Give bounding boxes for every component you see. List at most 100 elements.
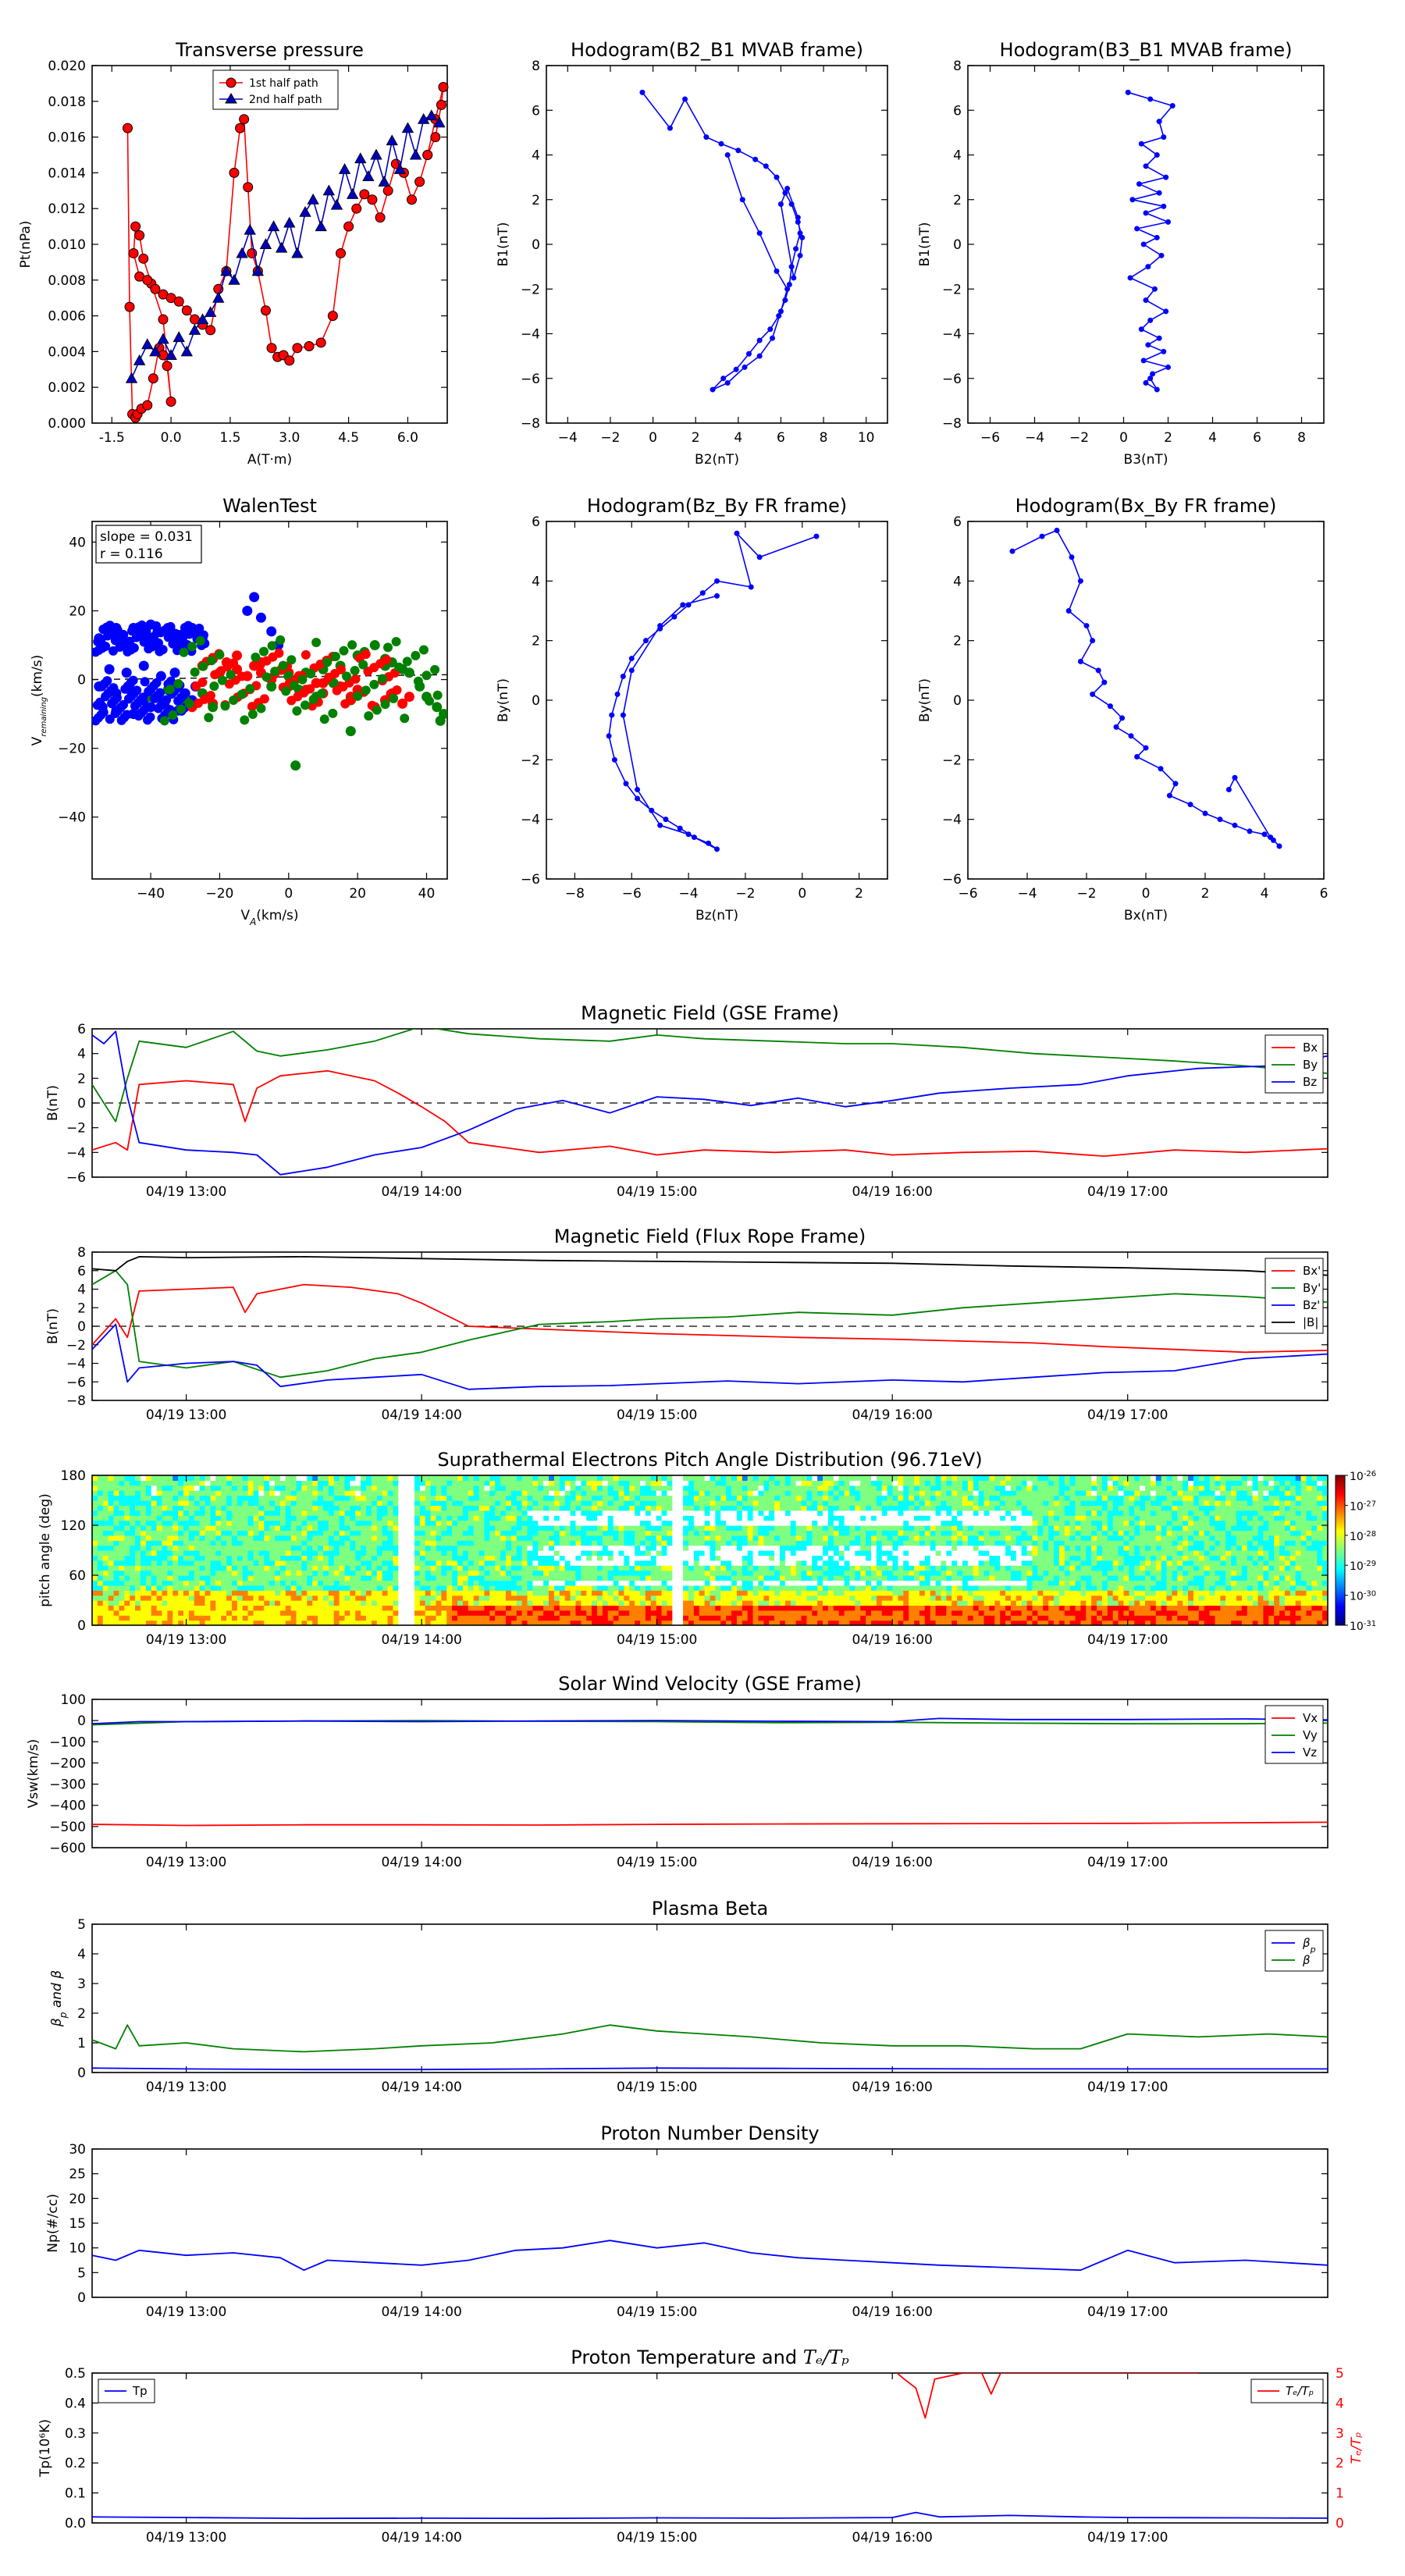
heatmap-cell (446, 1560, 453, 1566)
data-point (733, 366, 739, 372)
heatmap-cell (586, 1590, 592, 1596)
x-tick-label: 4 (734, 430, 742, 446)
data-point (1217, 817, 1223, 823)
heatmap-cell (543, 1590, 550, 1596)
heatmap-cell (382, 1550, 389, 1556)
heatmap-cell (398, 1515, 404, 1521)
x-tick-label: 04/19 16:00 (852, 1184, 932, 1200)
heatmap-cell (543, 1525, 550, 1531)
heatmap-cell (720, 1555, 727, 1561)
heatmap-cell (387, 1570, 394, 1576)
heatmap-cell (752, 1500, 759, 1506)
heatmap-cell (774, 1515, 781, 1521)
heatmap-cell (699, 1485, 706, 1491)
heatmap-cell (242, 1495, 249, 1501)
heatmap-cell (350, 1510, 356, 1516)
heatmap-cell (350, 1515, 356, 1521)
heatmap-cell (500, 1480, 507, 1486)
heatmap-cell (205, 1500, 212, 1506)
x-tick-label: 04/19 14:00 (381, 1184, 461, 1200)
y-tick-label: 4 (532, 148, 540, 164)
heatmap-cell (736, 1565, 743, 1571)
data-point (635, 787, 641, 792)
heatmap-cell (382, 1605, 389, 1611)
heatmap-cell (296, 1560, 303, 1566)
heatmap-cell (683, 1525, 689, 1531)
heatmap-cell (452, 1495, 458, 1501)
heatmap-cell (543, 1555, 550, 1561)
heatmap-cell (102, 1565, 109, 1571)
heatmap-cell (699, 1600, 706, 1606)
heatmap-cell (553, 1595, 560, 1601)
heatmap-cell (683, 1485, 689, 1491)
heatmap-cell (527, 1525, 533, 1531)
heatmap-cell (527, 1515, 533, 1521)
data-point (1163, 174, 1169, 180)
heatmap-cell (699, 1565, 706, 1571)
heatmap-cell (570, 1505, 577, 1511)
heatmap-cell (505, 1510, 512, 1516)
heatmap-cell (570, 1550, 577, 1556)
heatmap-cell (769, 1505, 775, 1511)
heatmap-cell (355, 1595, 361, 1601)
heatmap-cell (710, 1490, 716, 1496)
heatmap-cell (564, 1525, 571, 1531)
data-point (315, 337, 326, 348)
heatmap-cell (731, 1505, 738, 1511)
heatmap-cell (231, 1575, 238, 1581)
heatmap-cell (538, 1475, 544, 1481)
heatmap-cell (726, 1510, 732, 1516)
heatmap-cell (350, 1485, 356, 1491)
heatmap-cell (419, 1530, 426, 1536)
heatmap-cell (559, 1580, 566, 1586)
heatmap-cell (188, 1510, 195, 1516)
heatmap-cell (275, 1530, 281, 1536)
heatmap-cell (758, 1475, 764, 1481)
heatmap-cell (489, 1580, 496, 1586)
heatmap-cell (210, 1555, 216, 1561)
heatmap-cell (113, 1505, 120, 1511)
heatmap-cell (247, 1515, 254, 1521)
heatmap-cell (382, 1520, 389, 1526)
heatmap-cell (521, 1585, 528, 1591)
heatmap-cell (269, 1495, 276, 1501)
heatmap-cell (650, 1510, 657, 1516)
heatmap-cell (516, 1505, 523, 1511)
heatmap-cell (484, 1505, 490, 1511)
heatmap-cell (92, 1600, 98, 1606)
heatmap-cell (215, 1560, 222, 1566)
heatmap-cell (758, 1560, 764, 1566)
heatmap-cell (404, 1510, 410, 1516)
heatmap-cell (264, 1595, 270, 1601)
heatmap-cell (672, 1515, 678, 1521)
heatmap-cell (758, 1490, 764, 1496)
data-point (1268, 834, 1274, 841)
heatmap-cell (183, 1495, 190, 1501)
heatmap-cell (510, 1620, 518, 1625)
heatmap-cell (553, 1525, 560, 1531)
heatmap-cell (441, 1545, 447, 1551)
heatmap-cell (339, 1540, 346, 1546)
y-tick-label: −4 (66, 1357, 86, 1372)
heatmap-cell (119, 1530, 125, 1536)
heatmap-cell (742, 1560, 749, 1566)
heatmap-cell (135, 1570, 141, 1576)
heatmap-cell (409, 1560, 415, 1566)
heatmap-cell (586, 1505, 592, 1511)
heatmap-cell (264, 1510, 270, 1516)
heatmap-cell (549, 1610, 555, 1616)
heatmap-cell (296, 1605, 303, 1611)
heatmap-cell (404, 1615, 410, 1621)
heatmap-cell (371, 1570, 378, 1576)
heatmap-cell (312, 1560, 318, 1566)
heatmap-cell (404, 1490, 410, 1496)
heatmap-cell (231, 1610, 238, 1616)
heatmap-cell (457, 1540, 464, 1546)
heatmap-cell (339, 1535, 346, 1541)
heatmap-cell (473, 1570, 480, 1576)
heatmap-cell (452, 1570, 458, 1576)
heatmap-cell (715, 1505, 721, 1511)
heatmap-cell (145, 1555, 152, 1561)
heatmap-cell (361, 1480, 367, 1486)
heatmap-cell (538, 1615, 544, 1621)
